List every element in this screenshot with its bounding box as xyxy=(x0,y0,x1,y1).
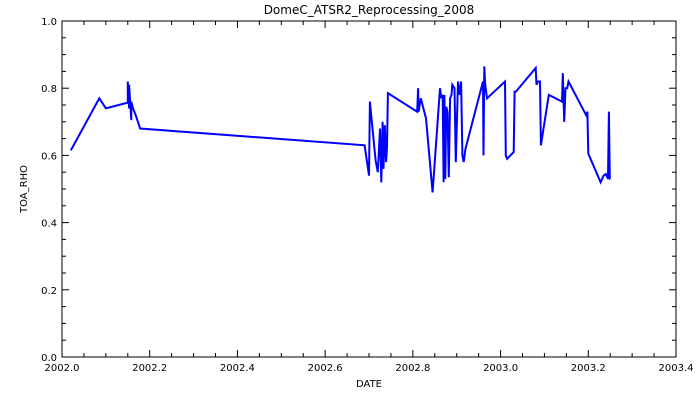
y-tick-label: 1.0 xyxy=(41,17,57,28)
x-tick-label: 2003.2 xyxy=(571,363,606,374)
y-axis-label: TOA_RHO xyxy=(19,165,30,214)
series-line xyxy=(69,65,611,193)
x-tick-label: 2002.4 xyxy=(220,363,255,374)
x-tick-label: 2002.2 xyxy=(132,363,167,374)
x-tick-label: 2002.0 xyxy=(45,363,80,374)
plot-frame xyxy=(61,20,677,358)
x-tick-label: 2002.8 xyxy=(395,363,430,374)
x-tick-label: 2003.4 xyxy=(659,363,694,374)
x-tick-label: 2002.6 xyxy=(308,363,343,374)
y-tick-label: 0.2 xyxy=(41,286,57,297)
series-layer xyxy=(69,65,611,193)
y-axis: 0.0 0.2 0.4 0.6 0.8 1.0 xyxy=(41,17,676,364)
x-axis-label: DATE xyxy=(356,379,382,390)
chart-title: DomeC_ATSR2_Reprocessing_2008 xyxy=(264,3,475,17)
x-axis: 2002.0 2002.2 2002.4 2002.6 2002.8 2003.0 2003… xyxy=(45,21,694,374)
y-tick-label: 0.4 xyxy=(41,219,57,230)
x-tick-label: 2003.0 xyxy=(483,363,518,374)
y-tick-label: 0.6 xyxy=(41,151,57,162)
y-tick-label: 0.8 xyxy=(41,84,57,95)
y-tick-label: 0.0 xyxy=(41,353,57,364)
